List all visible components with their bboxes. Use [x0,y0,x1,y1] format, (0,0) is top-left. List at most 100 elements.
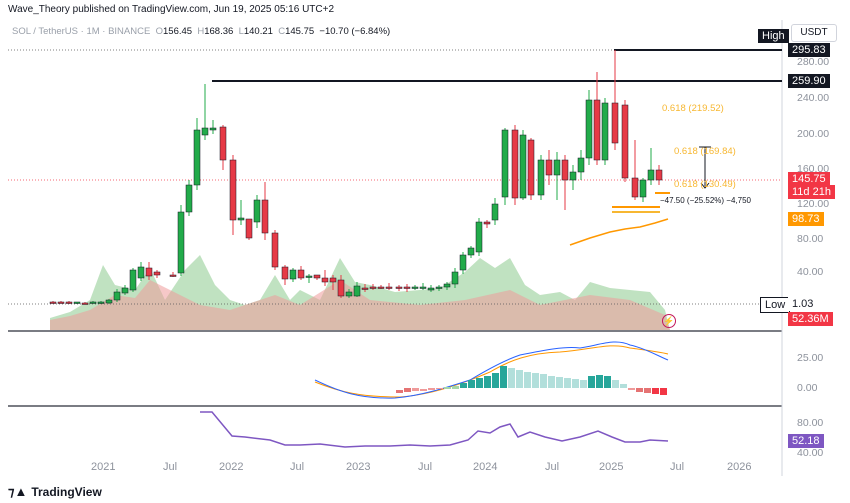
macd-bar [436,388,443,389]
candle [137,266,145,279]
candle [329,277,337,283]
macd-bar [548,376,555,388]
candle [193,129,201,186]
candle [65,301,73,304]
symbol-legend: SOL / TetherUS · 1M · BINANCE O156.45 H1… [12,26,391,37]
symbol-name[interactable]: SOL / TetherUS · 1M · BINANCE [12,26,151,37]
price-tick: 40.00 [797,266,824,278]
candle [229,159,237,221]
candle [369,286,377,289]
macd-bar [572,379,579,388]
macd-bar [468,380,475,388]
time-tick: 2022 [219,461,244,473]
currency-button[interactable]: USDT [791,24,837,42]
candle [57,301,65,304]
low-value: 140.21 [243,26,273,37]
rsi-value-tag: 52.18 [788,434,824,448]
macd-bar [444,387,451,389]
candle [245,218,253,239]
measure-label: −47.50 (−25.52%) −4,750 [660,196,751,205]
candle [655,169,663,181]
candle [361,287,369,290]
candle [501,129,509,198]
candle [435,286,443,289]
candle [121,287,129,294]
price-tick: 280.00 [797,56,830,68]
candle [569,171,577,181]
candle [511,129,519,199]
candle [483,221,491,225]
candle [403,286,411,289]
change-value: −10.70 (−6.84%) [319,26,391,37]
low-value-tag: 1.03 [788,297,818,311]
macd-bar [476,378,483,388]
candle [427,287,435,291]
macd-bar [556,377,563,388]
high-label-tag: High [758,29,789,43]
open-value: 156.45 [163,26,193,37]
macd-bar [396,390,403,393]
candle [459,254,467,271]
candle [281,266,289,280]
macd-bar [460,383,467,388]
candle [353,285,361,297]
macd-histogram [396,366,667,395]
fib-label: 0.618 (130.49) [674,179,736,190]
candle [451,271,459,285]
price-tick: 240.00 [797,92,830,104]
candle [395,286,403,289]
candle [647,169,655,181]
candle [169,274,177,277]
macd-bar [500,366,507,388]
last-price-tag: 145.75 [788,172,830,186]
time-tick: 2024 [473,461,498,473]
candle [271,232,279,268]
candle [631,177,639,198]
candle [153,271,161,276]
time-tick: Jul [670,461,685,473]
macd-bar [612,380,619,388]
candle [443,283,451,288]
candle [253,199,261,223]
candle [411,286,419,289]
candle [289,269,297,280]
macd-bar [660,388,667,395]
time-tick: 2023 [346,461,371,473]
candle [611,102,619,144]
time-tick: Jul [418,461,433,473]
volume-area-red [50,280,670,330]
rsi-tick: 40.00 [797,447,824,459]
publish-info: Wave_Theory published on TradingView.com… [8,4,335,15]
macd-bar [484,376,491,388]
candle [219,126,227,161]
lightning-icon[interactable]: ⚡ [662,314,676,328]
candle [593,99,601,161]
macd-line [314,341,669,399]
price-tick: 120.00 [797,198,830,210]
macd-bar [420,389,427,391]
macd-signal-line [314,345,669,398]
candle [81,302,89,305]
candle [561,159,569,181]
macd-bar [508,368,515,388]
rsi-tick: 80.00 [797,417,824,429]
candle [209,127,217,131]
candle [73,301,81,304]
high-value: 168.36 [204,26,234,37]
candle [467,247,475,256]
candle [621,104,629,179]
macd-bar [428,388,435,390]
macd-bar [620,384,627,388]
footer: ⁊▲ TradingView [8,484,102,500]
candles [49,50,663,305]
candle [313,274,321,279]
candle [261,199,269,234]
countdown-tag: 11d 21h [788,185,835,199]
time-tick: 2021 [91,461,116,473]
time-tick: 2026 [727,461,752,473]
macd-bar [652,388,659,394]
time-tick: 2025 [599,461,624,473]
macd-bar [404,388,411,392]
macd-bar [412,388,419,391]
